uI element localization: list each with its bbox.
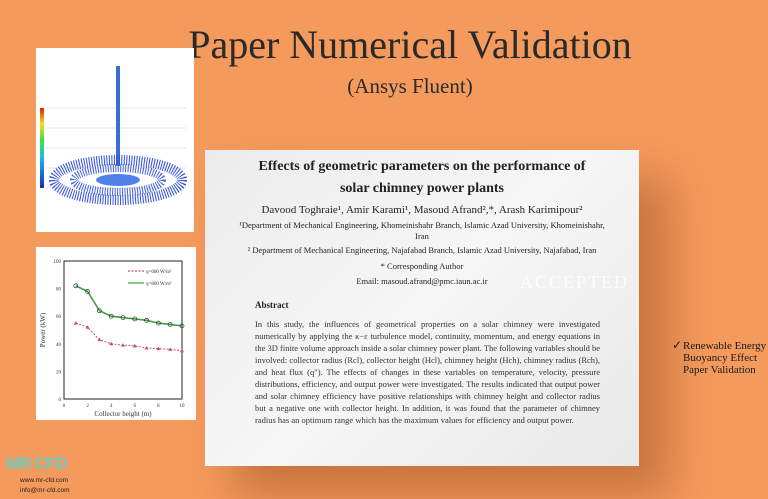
- data-point: [167, 322, 173, 327]
- cfd-contour-image: [36, 48, 194, 232]
- logo: MR CFD: [6, 454, 67, 473]
- x-tick-label: 6: [134, 404, 137, 409]
- y-tick-label: 60: [56, 315, 62, 320]
- data-point: [156, 320, 161, 326]
- chimney: [116, 66, 120, 166]
- x-tick-label: 4: [110, 404, 113, 409]
- x-tick-label: 8: [157, 404, 160, 409]
- data-point: [85, 325, 90, 329]
- abstract-heading: Abstract: [255, 300, 289, 310]
- data-point: [73, 283, 79, 289]
- data-point: [144, 317, 149, 323]
- data-point: [168, 347, 173, 351]
- checkmark-icon: ✓: [672, 338, 683, 352]
- y-tick-label: 100: [54, 260, 62, 265]
- x-tick-label: 10: [180, 404, 186, 409]
- paper-title-line: solar chimney power plants: [339, 181, 504, 196]
- data-point: [132, 316, 138, 322]
- y-tick-label: 20: [56, 370, 62, 375]
- email-link[interactable]: info@mr-cfd.com: [20, 487, 70, 494]
- data-point: [144, 345, 149, 350]
- data-point: [85, 289, 90, 294]
- data-point: [97, 308, 102, 314]
- feature-item: Paper Validation: [683, 364, 756, 376]
- paper-authors: Davood Toghraie¹, Amir Karami¹, Masoud A…: [261, 204, 583, 216]
- legend-label: q=800 W/m²: [146, 281, 172, 287]
- series-line: [75, 322, 183, 352]
- page-subtitle: (Ansys Fluent): [347, 74, 473, 98]
- website-link[interactable]: www.mr-cfd.com: [20, 477, 69, 484]
- data-point: [179, 323, 185, 329]
- email: Email: masoud.afrand@pmc.iaun.ac.ir: [356, 276, 488, 286]
- plot-frame: [63, 260, 183, 400]
- data-point: [73, 321, 78, 325]
- data-point: [109, 341, 114, 346]
- affiliation: ¹Department of Mechanical Engineering, K…: [239, 220, 605, 241]
- data-point: [180, 348, 184, 353]
- data-point: [132, 343, 137, 348]
- affiliation: ² Department of Mechanical Engineering, …: [247, 245, 597, 255]
- data-point: [156, 346, 161, 351]
- y-tick-label: 80: [56, 288, 62, 293]
- series-line: [75, 285, 183, 327]
- data-point: [97, 337, 102, 342]
- y-axis-label: Power (kW): [39, 312, 47, 347]
- paper-title: Effects of geometric parameters on the p…: [259, 156, 586, 200]
- data-point: [108, 313, 114, 319]
- abstract-text: In this study, the influences of geometr…: [255, 319, 600, 425]
- y-tick-label: 40: [56, 343, 62, 348]
- legend-label: q=600 W/m²: [146, 269, 172, 275]
- corresponding-author: * Corresponding Author: [380, 261, 464, 271]
- feature-item: Buoyancy Effect: [683, 352, 758, 364]
- paper-title-line: Effects of geometric parameters on the p…: [258, 159, 586, 174]
- colorbar: [40, 108, 44, 188]
- cfd-visualization: [40, 66, 187, 205]
- watermark: ACCEPTED: [519, 272, 629, 292]
- y-tick-label: 0: [59, 398, 62, 403]
- data-point: [120, 315, 126, 320]
- x-axis-label: Collector height (m): [94, 410, 152, 418]
- x-tick-label: 0: [63, 404, 66, 409]
- x-tick-label: 2: [86, 404, 89, 409]
- feature-list: ✓ Renewable Energy Buoyancy Effect Paper…: [672, 338, 768, 376]
- paper-page: ACCEPTED Effects of geometric parameters…: [205, 150, 639, 466]
- power-chart: 0 2 4 6 8 10 0 20 40 60 80 100 Collector height (m) P…: [36, 247, 196, 420]
- page-title: Paper Numerical Validation: [188, 22, 632, 67]
- data-point: [121, 343, 125, 347]
- feature-item: Renewable Energy: [683, 340, 767, 352]
